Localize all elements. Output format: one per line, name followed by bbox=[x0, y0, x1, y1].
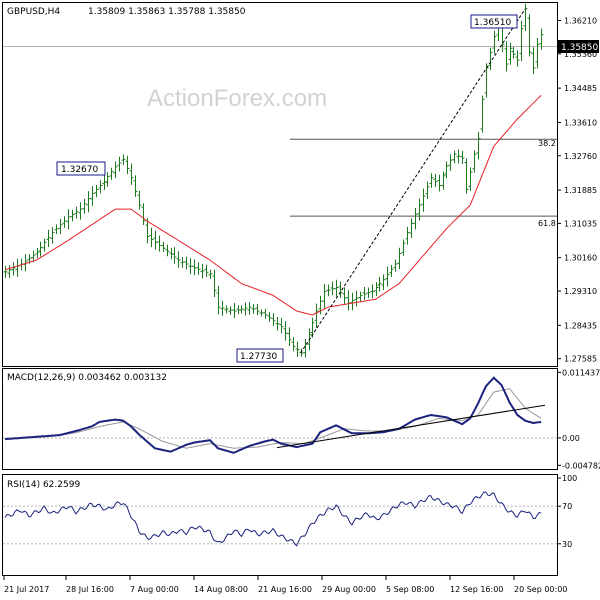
price-panel bbox=[2, 2, 558, 367]
chart-title: GBPUSD,H4 bbox=[7, 7, 60, 17]
macd-layer: 0.011437 0.00 -0.004782 bbox=[3, 368, 600, 470]
rsi-panel bbox=[2, 474, 558, 576]
macd-tick-label: 0.011437 bbox=[562, 368, 600, 377]
macd-tick-label: 0.00 bbox=[562, 434, 580, 443]
macd-label: MACD(12,26,9) 0.003462 0.003132 bbox=[7, 373, 167, 383]
price-tick-label: 1.36210 bbox=[564, 17, 597, 26]
x-tick-label: 5 Sep 08:00 bbox=[386, 585, 434, 594]
price-tick-label: 1.31885 bbox=[564, 186, 597, 195]
macd-trendline bbox=[276, 404, 546, 449]
macd-tick-label: -0.004782 bbox=[562, 461, 600, 470]
fib-382-label: 38.2 bbox=[538, 139, 556, 148]
svg-text:1.27730: 1.27730 bbox=[240, 352, 277, 362]
rsi-layer: 100 70 30 bbox=[3, 474, 577, 549]
price-trendline bbox=[300, 8, 526, 354]
price-tick-label: 1.32760 bbox=[564, 152, 597, 161]
x-tick-label: 29 Aug 00:00 bbox=[322, 585, 376, 594]
moving-average-line bbox=[4, 95, 542, 316]
rsi-tick-label: 30 bbox=[562, 540, 572, 549]
rsi-tick-label: 100 bbox=[562, 474, 577, 483]
x-axis: 21 Jul 2017 28 Jul 16:00 7 Aug 00:00 14 Aug… bbox=[3, 576, 567, 594]
price-tick-label: 1.27585 bbox=[564, 355, 597, 364]
low-annotation: 1.27730 bbox=[236, 348, 284, 363]
rsi-label: RSI(14) 62.2599 bbox=[7, 480, 80, 490]
svg-text:1.35850: 1.35850 bbox=[561, 43, 598, 53]
fib-618-label: 61.8 bbox=[538, 219, 556, 228]
x-tick-label: 20 Sep 00:00 bbox=[514, 585, 567, 594]
current-price-marker: 1.35850 bbox=[558, 40, 599, 53]
x-tick-label: 14 Aug 08:00 bbox=[194, 585, 248, 594]
x-tick-label: 7 Aug 00:00 bbox=[130, 585, 179, 594]
rsi-line bbox=[4, 491, 542, 547]
price-tick-label: 1.29310 bbox=[564, 287, 597, 296]
price-tick-label: 1.28435 bbox=[564, 321, 597, 330]
rsi-tick-label: 70 bbox=[562, 502, 572, 511]
high-left-annotation: 1.32670 bbox=[56, 161, 106, 176]
x-tick-label: 21 Jul 2017 bbox=[4, 585, 49, 594]
price-tick-label: 1.30160 bbox=[564, 254, 597, 263]
price-axis: 1.36210 1.35360 1.34485 1.33610 1.32760 1.318… bbox=[557, 17, 597, 364]
svg-text:1.32670: 1.32670 bbox=[61, 165, 98, 175]
macd-panel bbox=[2, 368, 558, 470]
price-series-layer bbox=[3, 3, 557, 358]
watermark: ActionForex.com bbox=[147, 85, 327, 112]
x-tick-label: 28 Jul 16:00 bbox=[66, 585, 114, 594]
price-tick-label: 1.33610 bbox=[564, 118, 597, 127]
chart-ohlc: 1.35809 1.35863 1.35788 1.35850 bbox=[88, 7, 246, 17]
price-tick-label: 1.35360 bbox=[564, 50, 597, 59]
price-tick-label: 1.34485 bbox=[564, 84, 597, 93]
x-tick-label: 12 Sep 16:00 bbox=[450, 585, 503, 594]
svg-text:1.36510: 1.36510 bbox=[474, 18, 511, 28]
price-tick-label: 1.31035 bbox=[564, 219, 597, 228]
high-right-annotation: 1.36510 bbox=[470, 14, 518, 29]
x-tick-label: 21 Aug 16:00 bbox=[258, 585, 312, 594]
